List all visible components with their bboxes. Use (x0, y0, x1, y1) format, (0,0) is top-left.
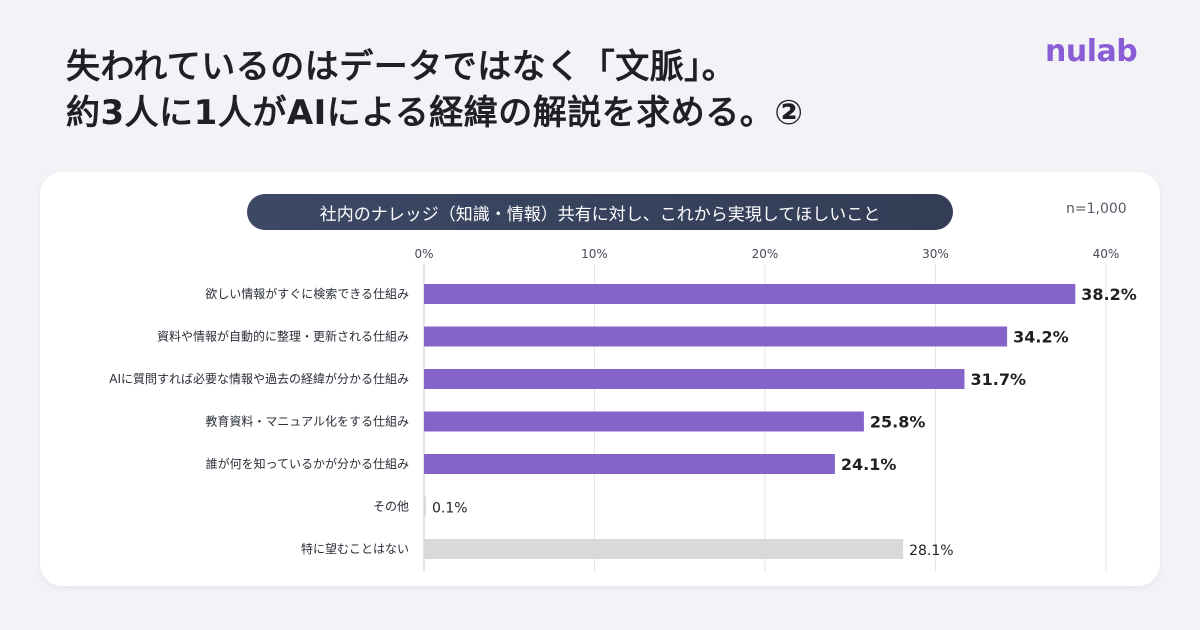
category-label: その他 (373, 500, 409, 514)
x-tick-label: 0% (414, 247, 433, 261)
bar (424, 539, 904, 559)
headline-line-1: 失われているのはデータではなく「文脈」。 (66, 47, 737, 87)
x-tick-label: 40% (1093, 247, 1120, 261)
x-tick-label: 10% (581, 247, 608, 261)
category-label: 資料や情報が自動的に整理・更新される仕組み (157, 329, 409, 344)
sample-size-label: n=1,000 (1066, 201, 1127, 217)
bar (424, 369, 965, 389)
data-label: 38.2% (1081, 285, 1137, 304)
bar (424, 411, 864, 432)
data-label: 31.7% (970, 370, 1026, 389)
nulab-logo: nulab (1045, 34, 1138, 69)
bar (424, 454, 835, 474)
category-label: 教育資料・マニュアル化をする仕組み (205, 414, 409, 429)
data-label: 24.1% (841, 455, 897, 474)
bar (424, 326, 1008, 347)
bar (424, 496, 426, 517)
category-label: AIに質問すれば必要な情報や過去の経緯が分かる仕組み (109, 371, 409, 386)
data-label: 0.1% (432, 501, 468, 517)
data-label: 28.1% (909, 543, 953, 559)
data-label: 34.2% (1013, 328, 1069, 347)
data-label: 25.8% (870, 413, 926, 432)
chart-title: 社内のナレッジ（知識・情報）共有に対し、これから実現してほしいこと (247, 194, 953, 230)
headline-line-2: 約3人に1人がAIによる経緯の解説を求める。② (66, 93, 804, 133)
headline: 失われているのはデータではなく「文脈」。 約3人に1人がAIによる経緯の解説を求… (66, 44, 804, 136)
x-tick-label: 20% (752, 247, 779, 261)
x-tick-label: 30% (922, 247, 949, 261)
category-label: 欲しい情報がすぐに検索できる仕組み (205, 286, 409, 301)
category-label: 特に望むことはない (301, 541, 409, 556)
bar (424, 284, 1076, 304)
category-label: 誰が何を知っているかが分かる仕組み (206, 456, 409, 471)
